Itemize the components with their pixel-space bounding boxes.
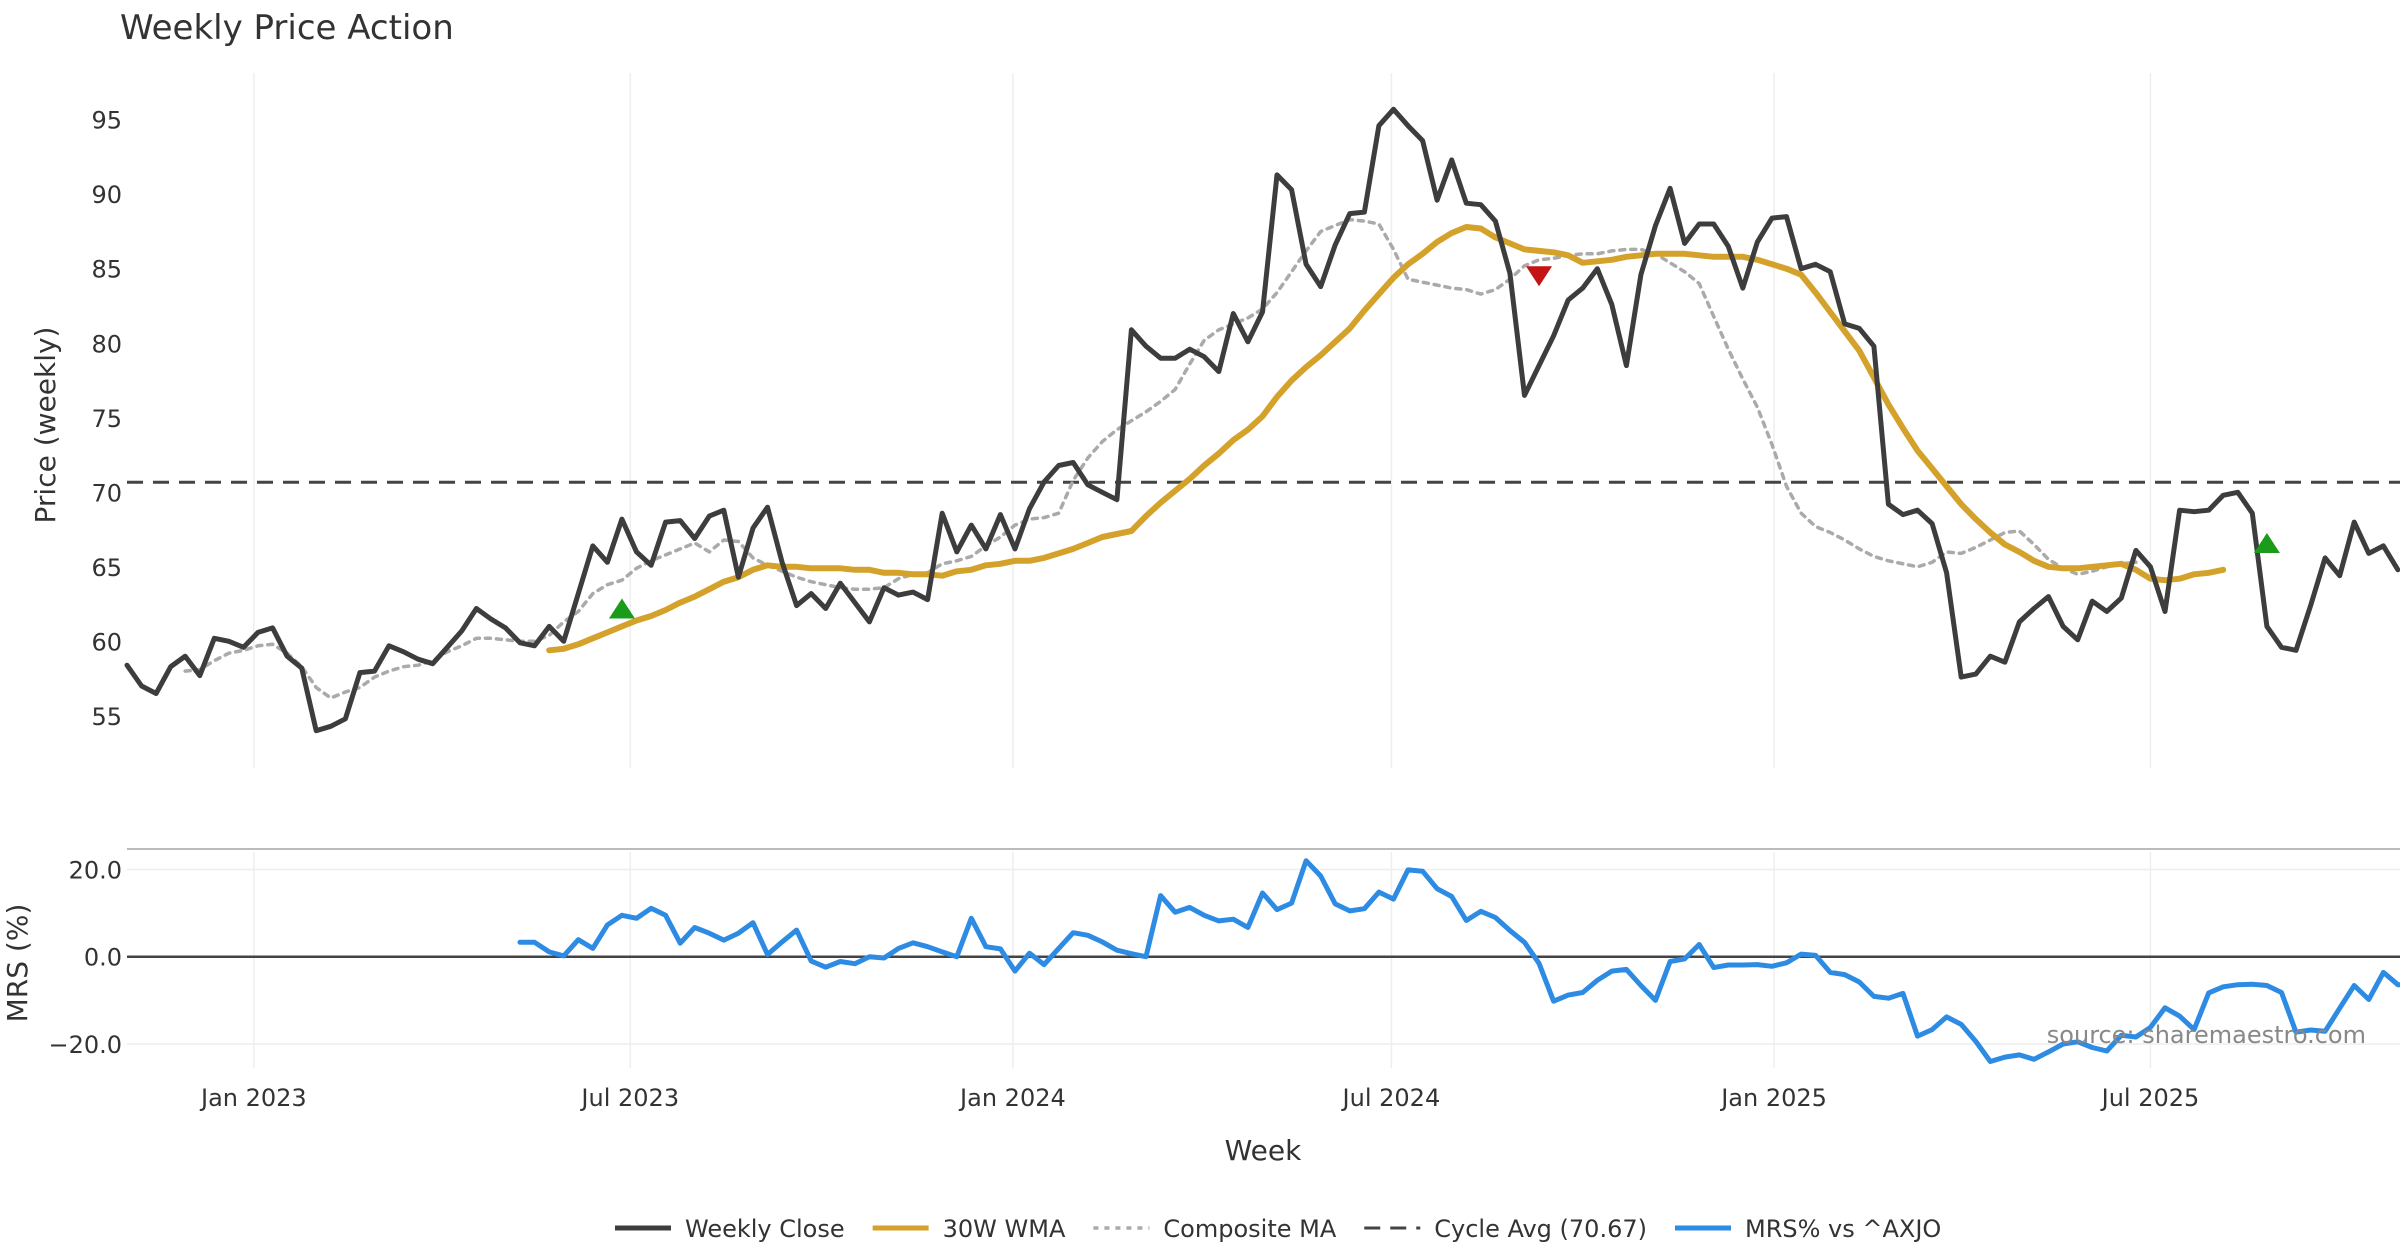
mrs-grid (127, 848, 2400, 1068)
mrs-y-tick-label: −20.0 (48, 1031, 122, 1059)
sell-signal-marker (1526, 266, 1553, 287)
legend-label: Weekly Close (685, 1215, 845, 1243)
mrs-axis-title: MRS (%) (1, 904, 34, 1023)
legend-label: Cycle Avg (70.67) (1434, 1215, 1647, 1243)
series-layer (124, 106, 2400, 1064)
chart-title: Weekly Price Action (120, 8, 454, 48)
mrs-vs-axjo-line (517, 858, 2400, 1064)
signal-markers (608, 266, 2280, 619)
price-y-tick-label: 90 (91, 181, 122, 209)
price-y-tick-label: 65 (91, 554, 122, 582)
price-y-tick-label: 85 (91, 256, 122, 284)
x-tick-label: Jan 2023 (199, 1084, 307, 1112)
buy-signal-marker (608, 598, 635, 619)
x-tick-label: Jul 2025 (2100, 1084, 2200, 1112)
x-tick-label: Jan 2025 (1719, 1084, 1827, 1112)
price-y-tick-label: 70 (91, 479, 122, 507)
price-y-tick-label: 95 (91, 107, 122, 135)
legend-label: MRS% vs ^AXJO (1745, 1215, 1941, 1243)
legend: Weekly Close 30W WMA Composite MA Cycle Avg… (615, 1215, 1941, 1243)
legend-label: 30W WMA (943, 1215, 1066, 1243)
weekly-close-line (124, 106, 2400, 734)
buy-signal-marker (2253, 532, 2280, 553)
price-y-tick-label: 75 (91, 405, 122, 433)
30w-wma-line (546, 224, 2227, 654)
price-axis-title: Price (weekly) (29, 327, 62, 524)
x-tick-label: Jul 2024 (1341, 1084, 1441, 1112)
legend-label: Composite MA (1163, 1215, 1336, 1243)
axis-labels: Jan 2023 Jul 2023 Jan 2024 Jul 2024 Jan 2025… (48, 107, 2199, 1112)
x-tick-label: Jul 2023 (579, 1084, 679, 1112)
composite-ma-line (183, 217, 2138, 700)
mrs-y-tick-label: 0.0 (84, 944, 122, 972)
price-y-tick-label: 55 (91, 703, 122, 731)
mrs-y-tick-label: 20.0 (69, 856, 122, 884)
source-note: source: sharemaestro.com (2047, 1021, 2366, 1049)
x-axis-title: Week (1225, 1134, 1302, 1167)
price-grid (253, 73, 2152, 768)
price-y-tick-label: 60 (91, 628, 122, 656)
price-y-tick-label: 80 (91, 330, 122, 358)
x-tick-label: Jan 2024 (958, 1084, 1066, 1112)
